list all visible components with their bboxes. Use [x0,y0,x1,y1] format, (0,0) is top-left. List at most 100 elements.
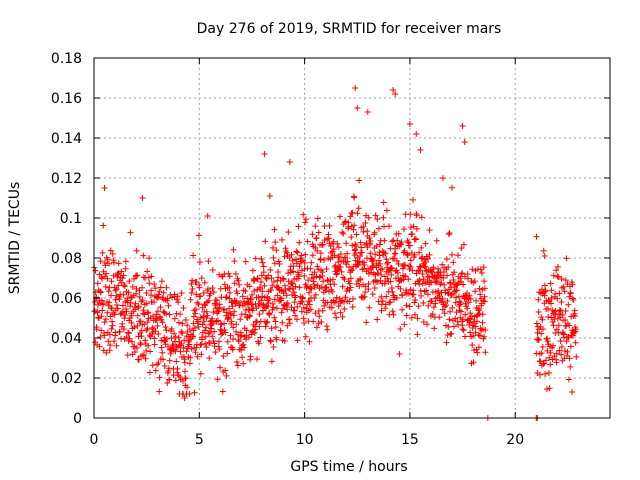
data-point [254,356,261,363]
data-point [541,282,548,289]
data-point [190,327,197,334]
data-point [360,223,367,230]
data-point [269,244,276,251]
data-point [565,376,572,383]
data-point [243,327,250,334]
data-point [171,291,178,298]
y-tick-labels: 0 0.02 0.04 0.06 0.08 0.1 0.12 0.14 0.16 0.18 [51,51,82,427]
chart-title: Day 276 of 2019, SRMTID for receiver mar… [197,21,502,37]
data-point [446,316,453,323]
data-point [178,340,185,347]
data-point [388,284,395,291]
data-point [146,280,153,287]
data-point [146,255,153,262]
data-point [467,295,474,302]
data-point [175,299,182,306]
data-point [222,329,229,336]
data-point [410,196,417,203]
data-point [93,326,100,333]
data-point [258,272,265,279]
data-point [96,343,103,350]
data-point [360,294,367,301]
data-point [193,344,200,351]
data-point [120,291,127,298]
data-point [239,354,246,361]
data-point [358,249,365,256]
data-point [449,304,456,311]
data-point [307,306,314,313]
data-point [121,283,128,290]
data-point [165,367,172,374]
data-point [330,246,337,253]
data-point [183,348,190,355]
data-point [100,300,107,307]
data-point [251,276,258,283]
data-point [106,331,113,338]
data-point [290,289,297,296]
data-point [175,319,182,326]
y-tick-label: 0.16 [51,91,82,107]
data-point [137,318,144,325]
data-point [464,305,471,312]
data-point [92,267,99,274]
data-point [475,332,482,339]
data-point [206,329,213,336]
data-point [267,266,274,273]
data-point [115,260,122,267]
data-point [403,302,410,309]
data-point [533,233,540,240]
data-point [371,284,378,291]
data-point [400,249,407,256]
data-point [566,322,573,329]
data-point [417,147,424,153]
data-point [260,307,267,314]
data-point [267,338,274,345]
data-point [560,283,567,290]
data-point [446,229,453,236]
data-point [165,302,172,309]
data-point [363,319,370,326]
data-point [430,304,437,311]
data-point [471,278,478,285]
data-point [144,325,151,332]
data-point [233,321,240,328]
data-point [215,308,222,315]
data-point [534,329,541,336]
data-point [98,313,105,320]
data-point [113,301,120,308]
data-point [546,354,553,361]
data-point [165,365,172,372]
data-point [173,296,180,303]
data-point [448,330,455,337]
data-point [97,289,104,296]
data-point [332,262,339,269]
data-point [404,252,411,259]
data-point [311,274,318,281]
data-point [163,310,170,317]
data-point [249,291,256,298]
data-point [408,224,415,231]
data-point [220,306,227,313]
data-point [383,207,390,214]
data-point [250,277,257,284]
data-point [128,293,135,300]
data-point [151,281,158,288]
data-point [374,216,381,223]
data-point [205,258,212,265]
data-point [279,275,286,282]
data-point [138,327,145,334]
data-point [108,292,115,299]
data-point [305,277,312,284]
data-point [389,288,396,295]
data-point [271,226,278,233]
data-point [472,288,479,295]
data-point [454,281,461,288]
data-point [470,359,477,366]
data-point [114,305,121,312]
data-point [379,265,386,272]
data-point [558,351,565,358]
data-point [226,284,233,291]
data-point [139,284,146,291]
data-point [134,344,141,351]
data-point [439,261,446,268]
